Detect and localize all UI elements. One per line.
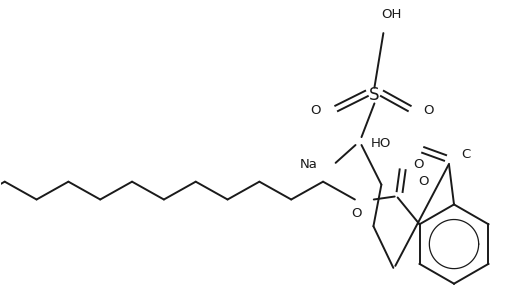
Text: O: O [419,175,429,188]
Text: O: O [310,104,321,117]
Text: Na: Na [300,158,317,171]
Text: O: O [413,158,424,171]
Text: OH: OH [381,8,402,21]
Text: C: C [461,148,470,161]
Text: O: O [423,104,434,117]
Text: O: O [351,208,362,220]
Text: HO: HO [371,136,391,150]
Text: S: S [369,86,379,104]
